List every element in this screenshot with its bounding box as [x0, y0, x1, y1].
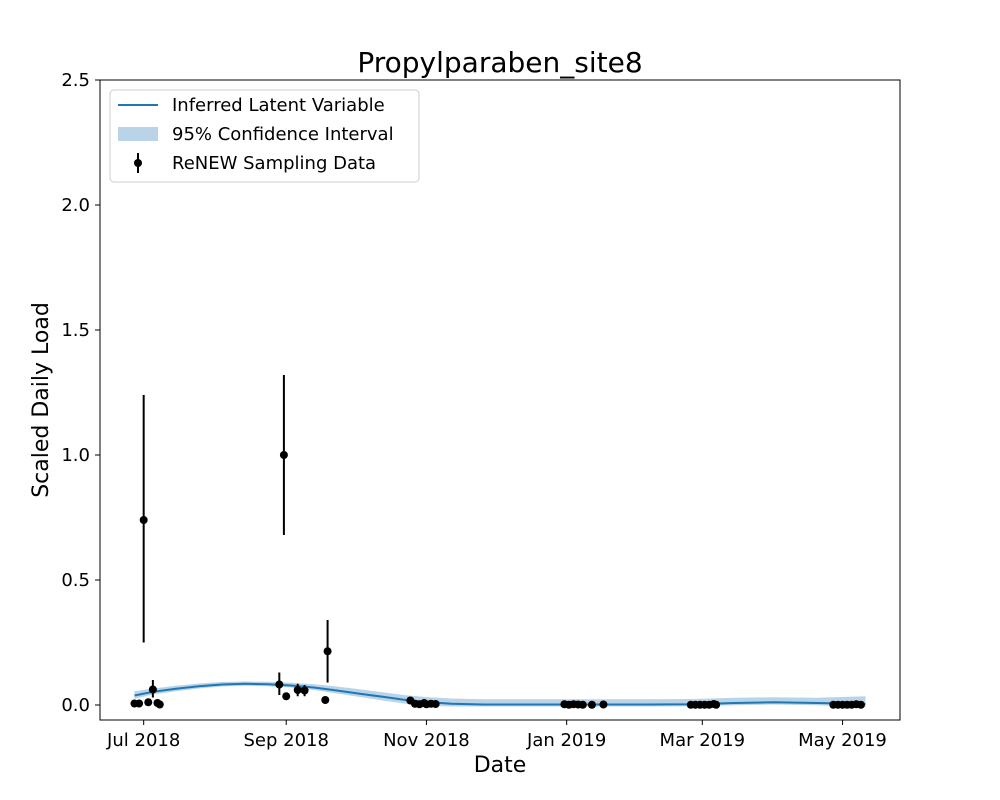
sample-point-41	[856, 700, 865, 709]
x-tick-label-0: Jul 2018	[106, 730, 180, 751]
legend: Inferred Latent Variable 95% Confidence …	[109, 89, 420, 183]
x-axis-label: Date	[474, 753, 527, 778]
sample-point-20	[431, 700, 440, 708]
y-tick-label-4: 2.0	[61, 195, 90, 216]
sample-point-10	[293, 686, 302, 694]
legend-label-sampling: ReNEW Sampling Data	[172, 153, 376, 174]
sample-point-2	[139, 516, 148, 524]
x-tick-label-4: Mar 2019	[660, 730, 746, 751]
x-tick-label-1: Sep 2018	[243, 730, 328, 751]
legend-point-swatch	[134, 159, 142, 167]
y-tick-label-5: 2.5	[61, 70, 90, 91]
sample-point-25	[578, 700, 587, 709]
chart-title: Propylparaben_site8	[357, 46, 642, 79]
plot-frame	[99, 79, 901, 721]
sample-point-27	[599, 700, 608, 709]
sample-point-12	[321, 696, 330, 704]
legend-frame	[109, 89, 420, 183]
sample-point-34	[712, 700, 721, 709]
x-tick-label-2: Nov 2018	[383, 730, 470, 751]
sample-point-26	[587, 700, 596, 709]
axis-ticks: Jul 2018 Sep 2018 Nov 2018 Jan 2019 Mar 2019…	[61, 70, 887, 751]
sample-point-6	[155, 700, 164, 709]
legend-label-ci: 95% Confidence Interval	[172, 124, 394, 145]
sample-point-9	[282, 692, 291, 701]
y-tick-label-2: 1.0	[61, 445, 90, 466]
sample-point-1	[135, 699, 144, 708]
legend-label-latent: Inferred Latent Variable	[172, 95, 385, 116]
y-tick-label-1: 0.5	[61, 570, 90, 591]
sample-point-13	[323, 647, 332, 656]
sample-point-7	[275, 680, 284, 689]
y-tick-label-0: 0.0	[61, 695, 90, 716]
sample-point-11	[300, 686, 309, 695]
sample-point-3	[144, 698, 153, 707]
x-tick-label-3: Jan 2019	[526, 730, 606, 751]
sample-point-4	[148, 685, 157, 694]
legend-band-swatch	[118, 127, 158, 141]
sample-point-8	[279, 451, 288, 459]
y-tick-label-3: 1.5	[61, 320, 90, 341]
y-axis-label: Scaled Daily Load	[29, 302, 54, 498]
x-tick-label-5: May 2019	[798, 730, 887, 751]
plot-area	[130, 375, 866, 709]
